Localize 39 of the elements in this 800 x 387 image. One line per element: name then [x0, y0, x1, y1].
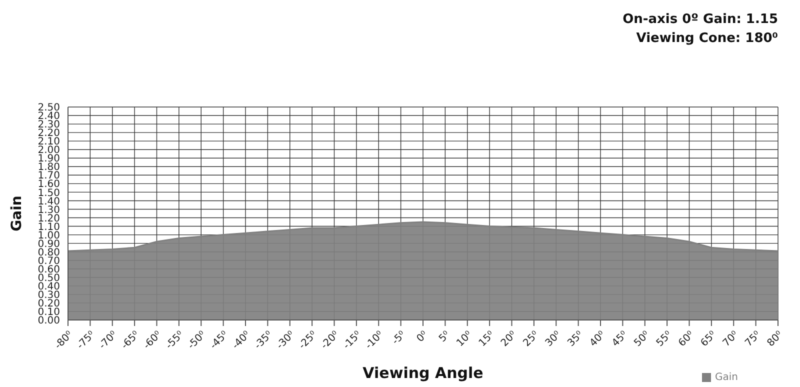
x-tick-label: 70⁰	[721, 329, 741, 349]
x-tick-label: 25⁰	[521, 329, 542, 349]
x-tick-label: -80⁰	[52, 329, 76, 352]
x-tick-label: 5⁰	[437, 329, 452, 344]
x-tick-label: -65⁰	[120, 329, 142, 352]
x-tick-label: 40⁰	[588, 329, 608, 349]
y-tick-label: 0.00	[38, 316, 60, 327]
x-tick-label: 75⁰	[743, 329, 763, 349]
x-tick-label: -75⁰	[75, 329, 98, 352]
x-tick-label: -30⁰	[274, 329, 298, 352]
x-tick-label: 65⁰	[698, 329, 719, 349]
x-tick-label: 15⁰	[477, 329, 497, 349]
x-tick-label: 60⁰	[676, 329, 696, 349]
x-tick-label: -5⁰	[390, 329, 408, 348]
x-tick-label: 10⁰	[454, 329, 475, 349]
x-axis-title: Viewing Angle	[362, 364, 484, 382]
y-axis-title: Gain	[8, 196, 25, 232]
x-tick-label: -50⁰	[186, 329, 208, 352]
x-tick-label: 30⁰	[544, 329, 564, 349]
x-tick-label: -55⁰	[164, 329, 186, 352]
x-tick-label: -70⁰	[97, 329, 120, 352]
x-tick-label: -25⁰	[297, 329, 320, 352]
x-tick-label: 50⁰	[632, 329, 652, 349]
x-tick-label: -35⁰	[252, 329, 275, 352]
x-tick-label: 0⁰	[415, 329, 430, 344]
x-tick-label: 80⁰	[766, 329, 786, 349]
x-tick-label: -45⁰	[208, 329, 230, 352]
x-tick-label: 55⁰	[654, 329, 674, 349]
legend-label: Gain	[715, 372, 738, 383]
x-tick-label: -40⁰	[230, 329, 253, 352]
text: Viewing Cone: 180⁰	[635, 30, 778, 48]
text: On-axis 0º Gain: 1.15	[622, 11, 778, 29]
x-tick-label: -15⁰	[341, 329, 364, 352]
x-tick-label: 35⁰	[566, 329, 586, 349]
x-tick-label: -10⁰	[364, 329, 386, 352]
x-tick-label: 45⁰	[610, 329, 630, 349]
x-tick-label: -20⁰	[319, 329, 342, 352]
x-tick-label: 20⁰	[499, 329, 519, 349]
x-tick-label: -60⁰	[142, 329, 164, 352]
